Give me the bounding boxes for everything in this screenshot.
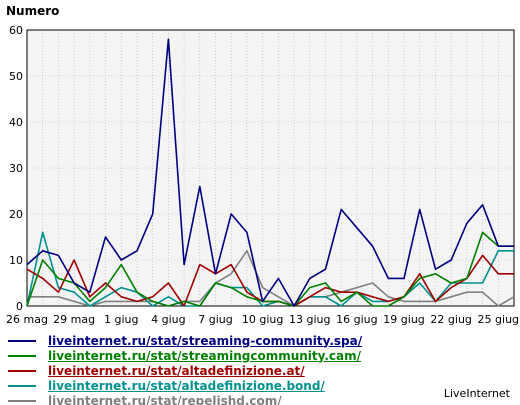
- legend-swatch: [8, 399, 36, 402]
- line-chart: Numero 0 10 20 30 40 50 60 26 mag 29 mag 1 giug 4…: [6, 4, 519, 326]
- x-tick-label: 1 giug: [104, 313, 139, 326]
- legend-label[interactable]: liveinternet.ru/stat/altadefinizione.bon…: [48, 378, 325, 393]
- legend-swatch: [8, 369, 36, 372]
- legend-item[interactable]: liveinternet.ru/stat/streamingcommunity.…: [8, 348, 362, 363]
- x-tick-label: 25 giug: [478, 313, 520, 326]
- legend-swatch: [8, 354, 36, 357]
- legend-label[interactable]: liveinternet.ru/stat/repelishd.com/: [48, 393, 282, 405]
- x-axis-ticks: 26 mag 29 mag 1 giug 4 giug 7 giug 10 giug 13 …: [6, 313, 519, 326]
- legend-swatch: [8, 384, 36, 387]
- plot-frame: [26, 29, 515, 307]
- y-tick-label: 0: [16, 300, 23, 313]
- series-line: [27, 250, 515, 307]
- x-tick-label: 7 giug: [198, 313, 233, 326]
- x-tick-label: 4 giug: [151, 313, 186, 326]
- legend-label[interactable]: liveinternet.ru/stat/streaming-community…: [48, 333, 363, 348]
- y-tick-label: 60: [9, 24, 23, 37]
- legend-label[interactable]: liveinternet.ru/stat/streamingcommunity.…: [48, 348, 362, 363]
- series-line: [26, 231, 514, 307]
- y-tick-label: 20: [9, 208, 23, 221]
- y-axis-ticks: 0 10 20 30 40 50 60: [9, 24, 23, 313]
- legend-item[interactable]: liveinternet.ru/stat/streaming-community…: [8, 333, 362, 348]
- legend-label[interactable]: liveinternet.ru/stat/altadefinizione.at/: [48, 363, 305, 378]
- x-tick-label: 22 giug: [430, 313, 472, 326]
- legend: liveinternet.ru/stat/streaming-community…: [8, 333, 362, 405]
- y-tick-label: 10: [9, 254, 23, 267]
- x-tick-label: 29 mag: [53, 313, 95, 326]
- legend-item[interactable]: liveinternet.ru/stat/repelishd.com/: [8, 393, 362, 405]
- x-tick-label: 13 giug: [289, 313, 331, 326]
- legend-item[interactable]: liveinternet.ru/stat/altadefinizione.at/: [8, 363, 362, 378]
- chart-title: Numero: [6, 4, 59, 18]
- series-lines: [26, 38, 515, 307]
- x-tick-label: 10 giug: [242, 313, 284, 326]
- y-tick-label: 50: [9, 70, 23, 83]
- grid: [26, 29, 515, 307]
- legend-item[interactable]: liveinternet.ru/stat/altadefinizione.bon…: [8, 378, 362, 393]
- y-tick-label: 30: [9, 162, 23, 175]
- x-tick-label: 19 giug: [383, 313, 425, 326]
- x-tick-label: 16 giug: [336, 313, 378, 326]
- x-tick-label: 26 mag: [6, 313, 48, 326]
- y-tick-label: 40: [9, 116, 23, 129]
- brand-label: LiveInternet: [443, 387, 510, 400]
- legend-swatch: [8, 339, 36, 342]
- series-line: [26, 38, 514, 307]
